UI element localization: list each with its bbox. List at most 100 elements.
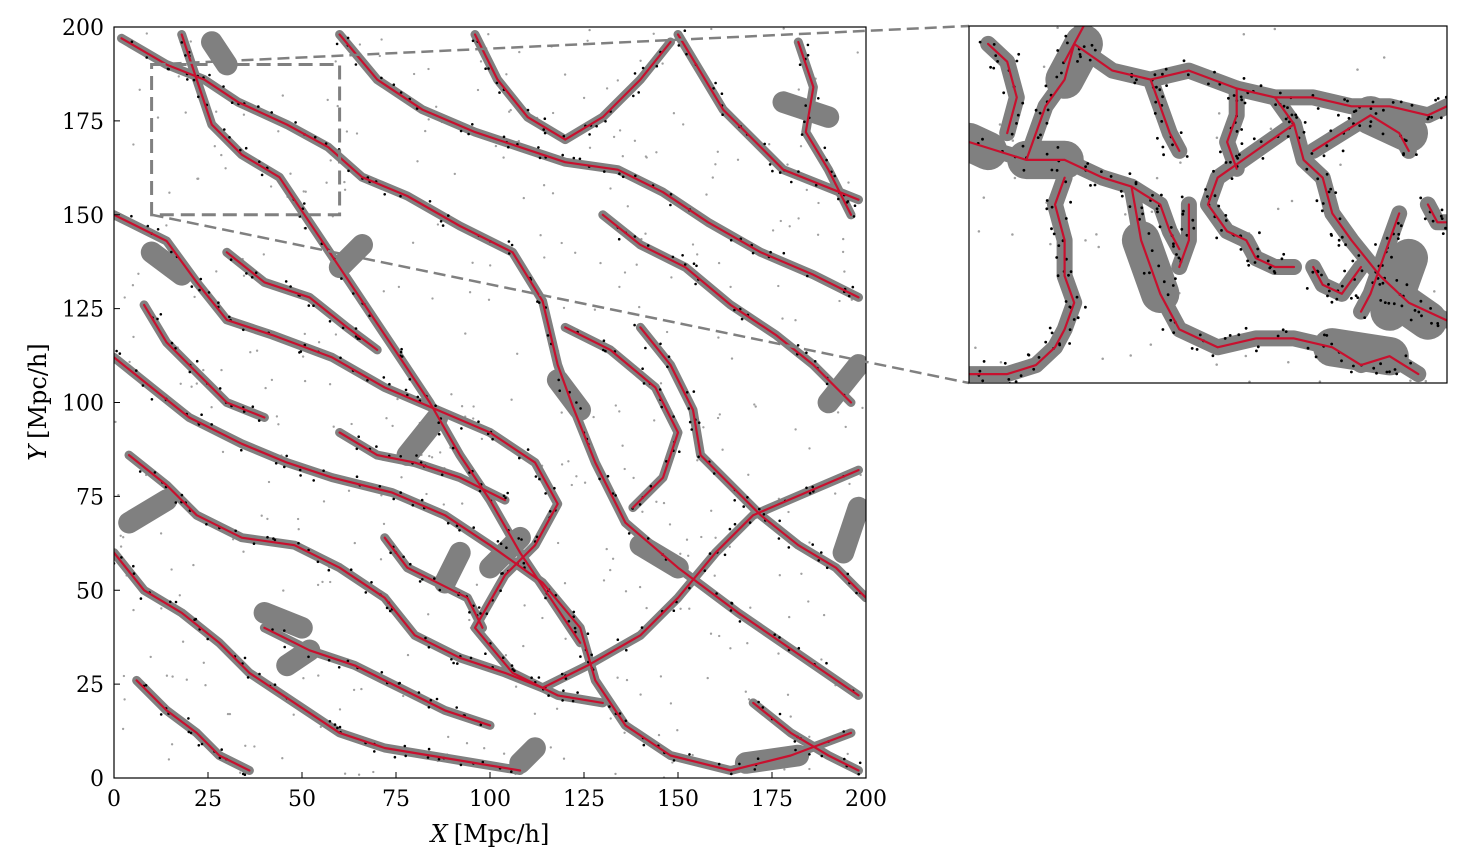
main-member-point [729,238,733,242]
main-member-point [712,472,716,475]
main-member-point [564,677,568,680]
main-field-point [797,217,800,220]
main-field-point [170,568,173,571]
main-field-point [709,632,713,635]
zoom-member-point [1068,342,1071,345]
main-field-point [570,483,573,487]
main-member-point [806,43,810,47]
main-filament-skeleton [338,33,860,299]
main-field-point [746,642,749,645]
main-member-point [303,202,306,205]
zoom-member-point [1171,143,1174,147]
main-field-point [789,715,792,718]
zoom-member-point [1019,374,1023,378]
main-member-point [817,97,820,100]
zoom-field-point [1287,361,1290,364]
zoom-member-point [1179,131,1183,135]
main-field-point [808,767,811,771]
main-field-point [787,510,790,514]
main-member-point [642,382,646,385]
main-member-point [242,410,246,413]
zoom-member-point [1165,84,1168,87]
main-field-point [489,264,492,267]
zoom-member-point [1156,210,1159,214]
main-field-point [661,62,664,65]
main-member-point [205,523,208,526]
main-field-point [435,105,438,108]
main-member-point [683,263,687,266]
main-member-point [579,407,582,410]
main-field-point [567,460,570,463]
main-member-point [297,541,300,545]
main-member-point [459,129,463,133]
main-member-point [748,521,752,524]
main-field-point [355,132,359,135]
main-field-point [518,50,521,54]
main-field-point [122,536,125,539]
main-member-point [393,755,397,759]
zoom-member-point [1067,273,1070,277]
main-thick-envelope [140,241,193,286]
main-field-point [360,687,363,691]
main-member-point [688,586,691,590]
main-member-point [135,369,138,372]
zoom-member-point [1347,116,1351,120]
main-member-point [120,556,123,559]
zoom-member-point [1330,234,1333,237]
main-member-point [703,569,707,572]
main-member-point [729,609,733,612]
main-member-point [798,63,802,66]
main-member-point [197,744,201,747]
main-member-point [392,497,396,501]
main-member-point [208,73,211,77]
main-member-point [170,250,173,254]
main-field-point [336,104,339,108]
main-field-point [476,88,480,92]
zoom-member-point [1093,183,1097,187]
main-member-point [659,342,662,346]
main-member-point [655,64,659,68]
main-field-point [679,607,682,610]
main-field-point [671,761,674,764]
zoom-member-point [1375,371,1378,375]
zoom-member-point [1133,81,1137,85]
main-field-point [138,88,141,91]
main-member-point [138,470,142,473]
main-member-point [450,658,453,661]
zoom-member-point [1016,113,1020,117]
y-tick-label: 175 [62,110,104,135]
main-member-point [417,691,421,694]
main-member-point [239,148,242,152]
zoom-member-point [1015,59,1019,63]
zoom-member-point [1390,255,1393,259]
zoom-member-point [1417,310,1421,314]
main-field-point [614,404,617,407]
main-member-point [199,277,203,281]
zoom-member-point [1357,254,1361,257]
x-tick-label: 50 [288,787,316,812]
main-field-point [564,637,567,640]
main-member-point [257,419,261,422]
main-member-point [606,474,610,478]
zoom-field-point [1242,33,1246,36]
zoom-member-point [1320,209,1324,213]
main-member-point [687,407,691,410]
zoom-member-point [1423,217,1427,221]
zoom-member-point [1064,300,1068,303]
main-member-point [198,288,201,292]
main-field-point [626,205,629,208]
zoom-member-point [1434,98,1437,102]
main-member-point [633,72,637,75]
main-member-point [534,475,538,478]
main-field-point [788,225,791,228]
main-member-point [366,379,369,382]
main-member-point [419,461,423,464]
main-member-point [632,94,635,98]
main-field-point [856,51,859,54]
zoom-member-point [1369,107,1373,110]
zoom-member-point [994,54,998,57]
main-field-point [352,688,356,692]
zoom-member-point [1290,113,1294,117]
zoom-member-point [1162,153,1165,157]
main-field-point [633,139,637,142]
